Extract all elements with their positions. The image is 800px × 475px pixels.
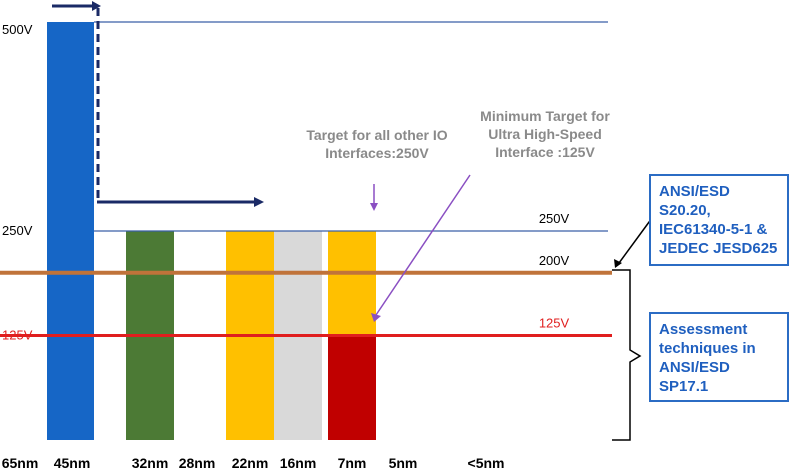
annotation-arrow-125 [375,174,471,316]
annotation-minimum-target: Minimum Target for Ultra High-Speed Inte… [480,108,610,160]
x-tick-label: 45nm [54,455,91,471]
note-arrow-standards [618,217,653,264]
annotation-arrow-head-250 [370,203,378,211]
assessment-bracket [612,269,642,441]
step-arrow-head-right [254,197,264,207]
step-arrow-head-top [92,1,101,11]
bar-overlay-7nm [328,335,376,440]
x-tick-label: 16nm [280,455,317,471]
standards-note: ANSI/ESD S20.20, IEC61340-5-1 & JEDEC JE… [649,174,789,266]
y-tick-label-125: 125V [2,328,33,343]
reference-line-label-125: 125V [539,316,570,331]
x-tick-label: 5nm [389,455,418,471]
annotation-target-other-io: Target for all other IO Interfaces:250V [306,127,448,161]
x-tick-label: 28nm [179,455,216,471]
x-tick-label: <5nm [468,455,505,471]
x-tick-label: 7nm [338,455,367,471]
x-tick-label: 22nm [232,455,269,471]
y-tick-label-500: 500V [2,22,33,37]
assessment-note: Assessment techniques in ANSI/ESD SP17.1 [649,312,789,402]
annotation-arrow-head-125 [371,313,381,322]
note-arrow-head-standards [614,259,622,268]
x-tick-label: 65nm [2,455,39,471]
reference-line-label-200: 200V [539,253,570,268]
bar-65nm-45nm [47,22,94,440]
x-tick-label: 32nm [132,455,169,471]
reference-line-label-250: 250V [539,211,570,226]
y-tick-label-250: 250V [2,223,33,238]
